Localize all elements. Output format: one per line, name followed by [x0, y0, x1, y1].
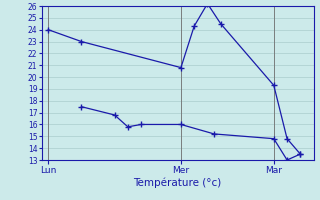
- X-axis label: Température (°c): Température (°c): [133, 177, 222, 188]
